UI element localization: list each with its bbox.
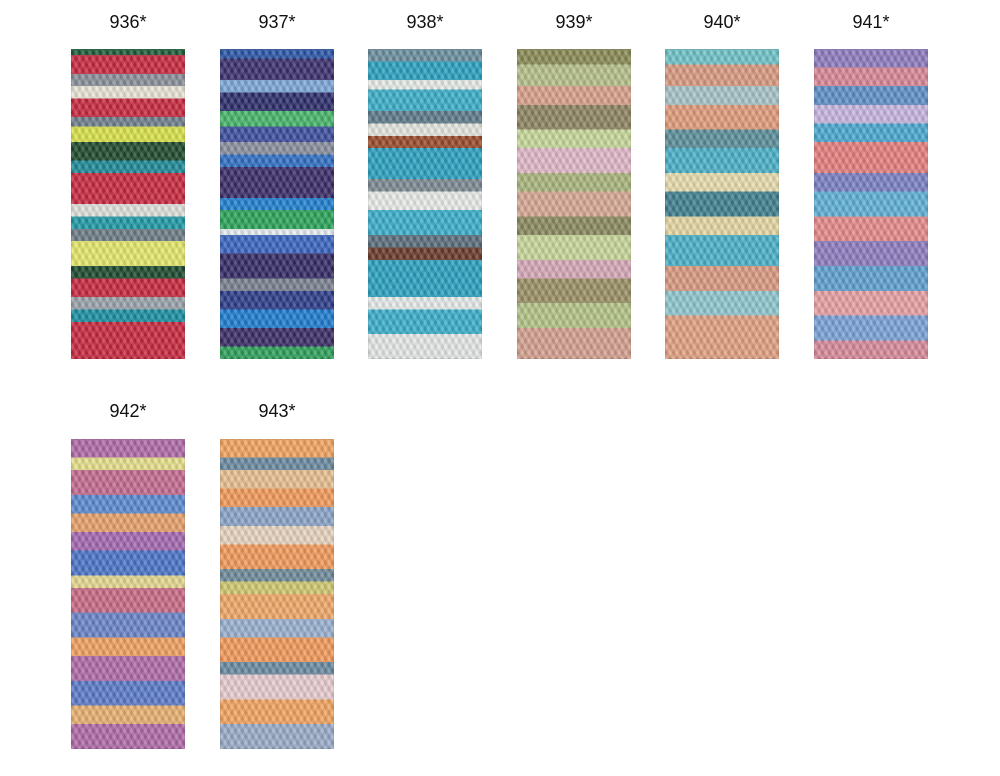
swatch-label: 936* (109, 12, 147, 32)
swatch-image[interactable] (71, 439, 185, 749)
swatch-label: 938* (406, 12, 444, 32)
swatch-image[interactable] (665, 49, 779, 359)
swatch-image[interactable] (814, 49, 928, 359)
swatch-label: 937* (258, 12, 296, 32)
swatch-image[interactable] (517, 49, 631, 359)
swatch-image[interactable] (220, 49, 334, 359)
swatch-image[interactable] (220, 439, 334, 749)
swatch-label: 940* (703, 12, 741, 32)
swatch-label: 942* (109, 401, 147, 421)
swatch-label: 943* (258, 401, 296, 421)
swatch-image[interactable] (368, 49, 482, 359)
swatch-image[interactable] (71, 49, 185, 359)
swatch-label: 941* (852, 12, 890, 32)
swatch-label: 939* (555, 12, 593, 32)
